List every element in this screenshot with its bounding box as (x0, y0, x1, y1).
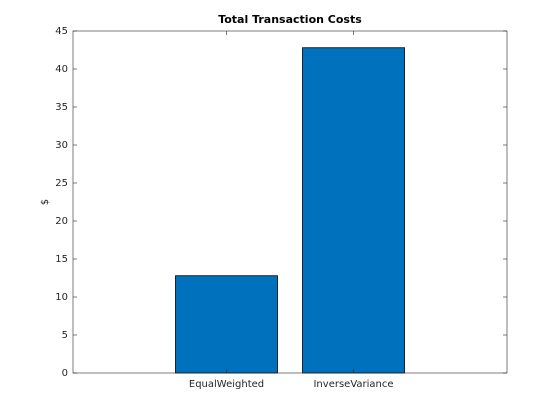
y-tick-label: 15 (55, 254, 68, 265)
y-tick-label: 20 (55, 216, 68, 227)
y-tick-label: 10 (55, 292, 68, 303)
y-tick-label: 25 (55, 178, 68, 189)
y-tick-label: 30 (55, 140, 68, 151)
y-tick-label: 0 (62, 368, 68, 379)
x-tick-label: InverseVariance (313, 379, 393, 390)
y-tick-label: 45 (55, 26, 68, 37)
x-tick-label: EqualWeighted (189, 379, 264, 390)
axes-box (72, 30, 508, 374)
chart-title: Total Transaction Costs (218, 13, 362, 26)
bar (302, 47, 405, 374)
y-tick-label: 35 (55, 102, 68, 113)
y-axis-label: $ (40, 199, 51, 205)
y-tick-label: 40 (55, 64, 68, 75)
bar (175, 275, 278, 374)
y-tick-label: 5 (62, 330, 68, 341)
